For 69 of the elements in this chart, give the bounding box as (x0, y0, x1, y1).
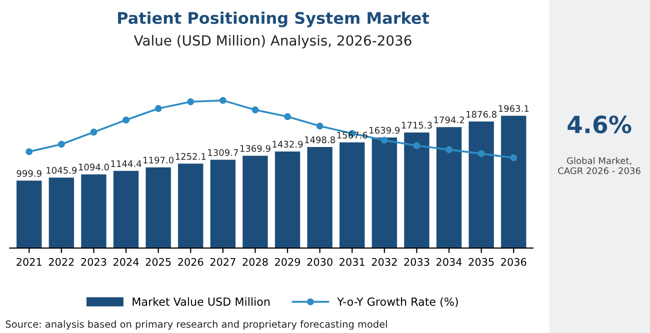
data-label: 1498.8 (305, 136, 335, 144)
point (380, 136, 388, 144)
x-tick-label: 2033 (404, 258, 430, 266)
text: Global Market, CAGR 2026 - 2036 (558, 157, 640, 174)
bar (81, 174, 106, 248)
x-tick-label: 2024 (114, 258, 139, 266)
data-label: 1715.3 (402, 122, 432, 129)
bar (404, 132, 430, 248)
x-tick-label: 2026 (178, 258, 204, 266)
point (252, 106, 259, 114)
bar (340, 142, 365, 248)
bar (468, 122, 494, 248)
bar (16, 180, 42, 248)
bar (274, 151, 300, 248)
legend-label: Y-o-Y Growth Rate (%) (337, 297, 458, 308)
bar (501, 116, 526, 248)
point (478, 150, 485, 158)
x-tick-label: 2028 (242, 258, 268, 266)
point (26, 148, 33, 156)
bar (307, 147, 332, 248)
point (122, 116, 130, 124)
source-note: Source: analysis based on primary research and proprietary forecasting model (6, 320, 387, 330)
x-tick-label: 2022 (48, 258, 74, 266)
bar (178, 164, 204, 248)
data-label: 1252.1 (176, 153, 206, 160)
chart-title: Patient Positioning System Market (118, 12, 430, 28)
point (413, 142, 420, 150)
point (446, 146, 452, 154)
data-label: 1144.4 (111, 160, 142, 167)
x-tick-label: 2027 (210, 258, 236, 266)
data-label: 1963.1 (498, 105, 529, 112)
x-tick-label: 2035 (468, 258, 494, 266)
bar (210, 160, 236, 248)
x-tick-label: 2031 (340, 258, 364, 266)
data-label: 1197.0 (144, 156, 174, 164)
bar (146, 167, 171, 248)
chart-subtitle: Value (USD Million) Analysis, 2026-2036 (134, 34, 412, 48)
x-tick-label: 2032 (372, 258, 397, 266)
x-tick-label: 2036 (501, 258, 526, 266)
bar (48, 178, 74, 248)
data-label: 1369.9 (240, 145, 270, 152)
bar (242, 156, 268, 248)
text: 4.6% (568, 116, 632, 134)
point (316, 122, 324, 130)
point (90, 128, 98, 136)
x-tick-label: 2030 (307, 258, 332, 266)
data-label: 999.9 (16, 170, 42, 177)
data-label: 1094.0 (78, 164, 109, 170)
x-tick-label: 2023 (81, 258, 106, 266)
data-label: 1639.9 (370, 126, 400, 134)
bar (436, 127, 462, 248)
point (219, 96, 226, 104)
bar (372, 138, 398, 248)
point (284, 113, 291, 120)
data-label: 1794.2 (434, 116, 464, 124)
data-label: 1876.8 (466, 110, 496, 118)
legend-label: Market Value USD Million (132, 297, 270, 306)
x-tick-label: 2029 (275, 258, 300, 266)
bar (113, 170, 139, 248)
x-tick-label: 2021 (16, 258, 42, 266)
point (510, 154, 518, 162)
data-label: 1432.9 (272, 140, 303, 148)
x-tick-label: 2025 (146, 258, 171, 266)
point (58, 140, 65, 148)
point (187, 98, 194, 106)
data-label: 1045.9 (46, 166, 77, 174)
x-tick-label: 2034 (436, 258, 462, 266)
data-label: 1309.7 (208, 149, 238, 156)
point (154, 105, 162, 112)
